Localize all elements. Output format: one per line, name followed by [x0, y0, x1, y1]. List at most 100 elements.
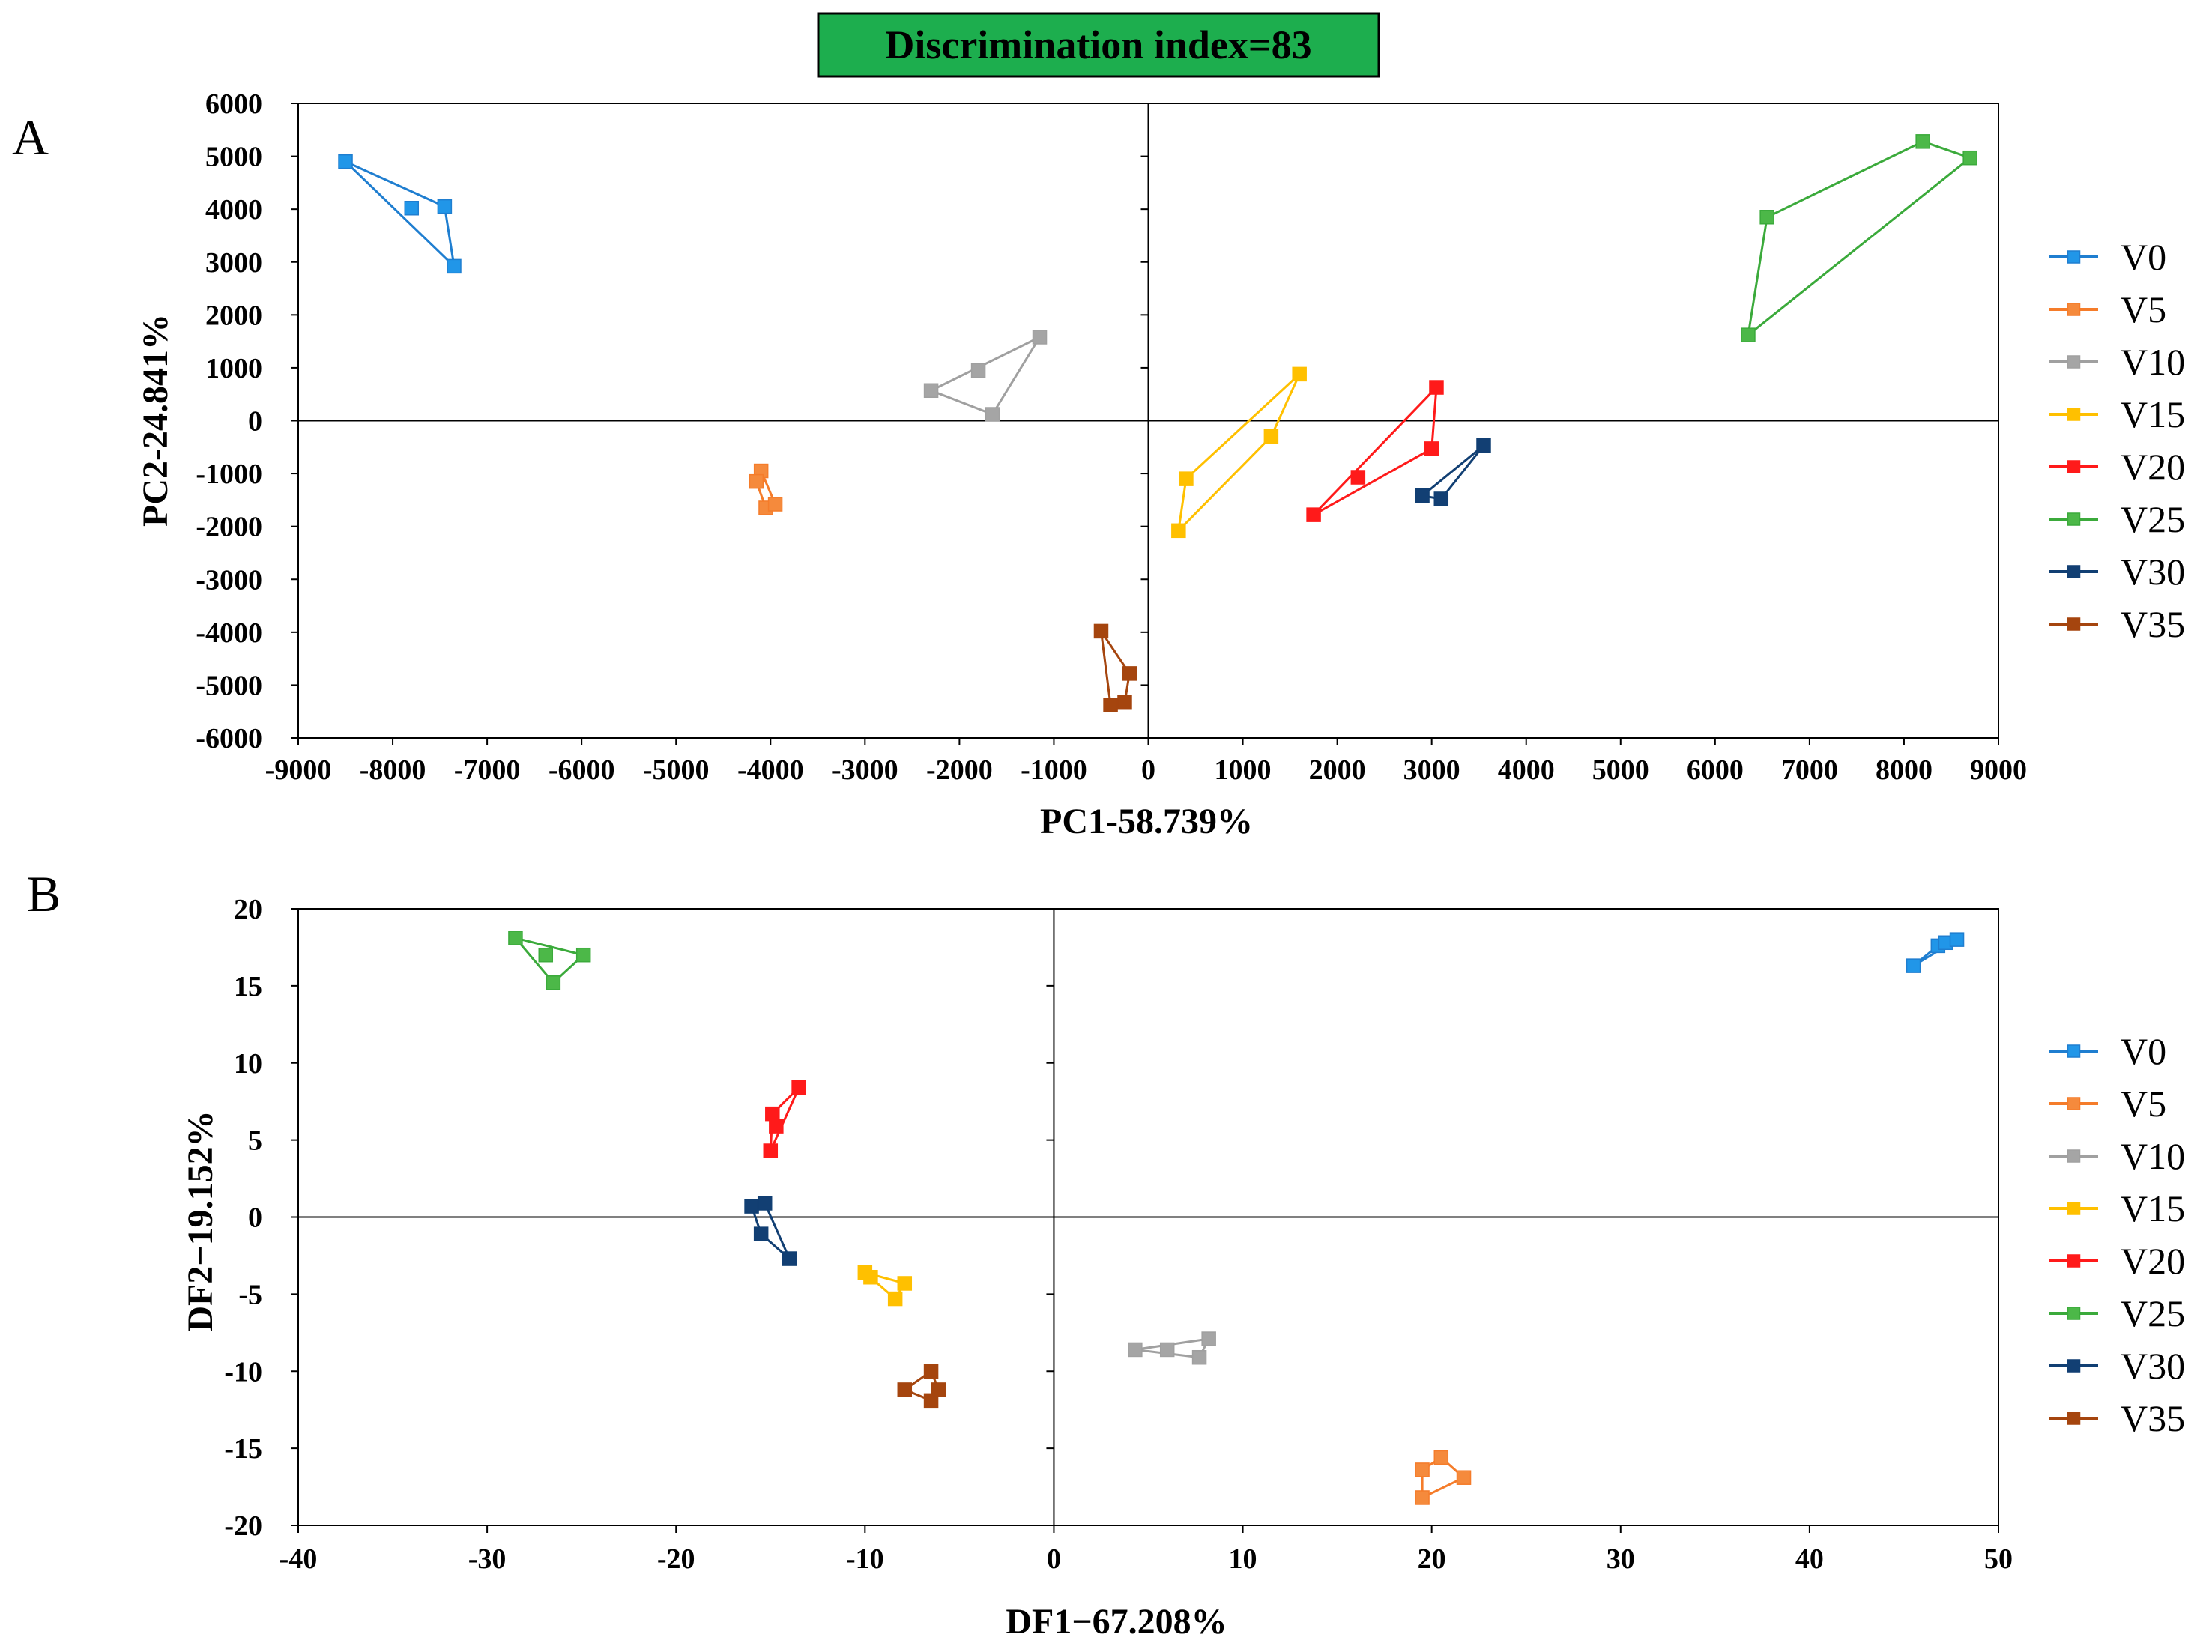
data-point-v25 [1915, 134, 1930, 149]
legend-swatch-marker [2067, 1412, 2081, 1425]
data-point-v30 [757, 1196, 773, 1211]
panel-a-x-axis-title: PC1-58.739% [1040, 802, 1253, 841]
data-point-v20 [1306, 507, 1321, 522]
series-v25 [508, 931, 591, 990]
legend-item-v35: V35 [2049, 1397, 2185, 1439]
series-v0 [1906, 932, 1965, 973]
x-tick-label: 2000 [1309, 754, 1366, 786]
y-tick-label: 5 [248, 1125, 262, 1157]
data-point-v15 [863, 1269, 878, 1285]
x-tick-label: -1000 [1021, 754, 1087, 786]
x-tick-label: 6000 [1687, 754, 1744, 786]
legend-label: V10 [2121, 1135, 2185, 1177]
series-v30 [1415, 438, 1491, 506]
y-tick-label: -4000 [196, 617, 262, 649]
data-point-v25 [1759, 210, 1774, 225]
data-point-v5 [1415, 1462, 1430, 1477]
panel-a-pca-chart: A -9000 -8000 -7000 -6000 -5000 -4000 -3000 -20… [12, 88, 2185, 841]
x-tick-label: -9000 [265, 754, 332, 786]
data-point-v0 [1949, 932, 1965, 947]
x-tick-label: -4000 [737, 754, 804, 786]
data-point-v35 [931, 1382, 946, 1397]
series-v35 [897, 1364, 946, 1409]
legend-item-v20: V20 [2049, 1240, 2185, 1282]
data-point-v30 [1415, 488, 1430, 503]
data-point-v10 [1201, 1331, 1216, 1346]
panel-b-x-axis-title: DF1−67.208% [1006, 1602, 1227, 1642]
legend-swatch-marker [2067, 303, 2081, 316]
panel-b-y-tick-labels: 20 15 10 5 0 -5 -10 -15 -20 [224, 894, 262, 1542]
legend-label: V0 [2121, 1030, 2166, 1072]
x-tick-label: 0 [1141, 754, 1155, 786]
legend-item-v25: V25 [2049, 1292, 2185, 1334]
series-v5 [749, 463, 783, 515]
y-tick-label: 5000 [205, 142, 262, 173]
data-point-v20 [1429, 380, 1444, 395]
legend-label: V20 [2121, 1240, 2185, 1282]
legend-label: V20 [2121, 446, 2185, 488]
x-tick-label: -20 [657, 1543, 695, 1575]
data-point-v30 [744, 1199, 759, 1214]
legend-label: V25 [2121, 1292, 2185, 1334]
series-v15 [857, 1265, 913, 1307]
legend-item-v35: V35 [2049, 603, 2185, 645]
x-tick-label: 0 [1047, 1543, 1061, 1575]
data-point-v25 [575, 947, 591, 963]
data-point-v10 [923, 383, 939, 399]
legend-label: V5 [2121, 288, 2166, 330]
data-point-v15 [1263, 429, 1279, 444]
data-point-v5 [1433, 1450, 1449, 1465]
series-v5 [1415, 1450, 1472, 1505]
x-tick-label: -8000 [360, 754, 426, 786]
legend-item-v10: V10 [2049, 341, 2185, 383]
series-v35 [1093, 623, 1137, 712]
series-v25 [1741, 134, 1977, 342]
panel-a-x-tick-labels: -9000 -8000 -7000 -6000 -5000 -4000 -3000 -2000… [265, 754, 2027, 786]
data-point-v15 [1292, 366, 1307, 382]
y-tick-label: 6000 [205, 88, 262, 120]
data-point-v0 [404, 201, 420, 216]
y-tick-label: -10 [224, 1356, 262, 1388]
x-tick-label: 7000 [1781, 754, 1838, 786]
data-point-v30 [1433, 491, 1449, 506]
x-tick-label: -6000 [549, 754, 615, 786]
data-point-v20 [1424, 441, 1439, 456]
x-tick-label: 9000 [1970, 754, 2027, 786]
x-tick-label: -7000 [454, 754, 521, 786]
data-point-v20 [1350, 470, 1366, 485]
y-tick-label: -3000 [196, 564, 262, 596]
banner-text: Discrimination index=83 [885, 22, 1311, 67]
legend-label: V5 [2121, 1083, 2166, 1125]
data-point-v25 [1741, 327, 1756, 342]
data-point-v25 [1962, 150, 1977, 166]
x-tick-label: -30 [468, 1543, 507, 1575]
legend-swatch-marker [2067, 355, 2081, 369]
data-point-v25 [538, 947, 554, 963]
y-tick-label: 2000 [205, 300, 262, 331]
series-outline-v15 [863, 1271, 906, 1300]
panel-b-legend: V0 V5 V10 V15 V20 V25 V30 V35 [2049, 1030, 2185, 1439]
legend-swatch-marker [2067, 617, 2081, 631]
y-tick-label: -6000 [196, 723, 262, 754]
y-tick-label: -20 [224, 1510, 262, 1542]
panel-a-y-tick-labels: 6000 5000 4000 3000 2000 1000 0 -1000 -2000 -3000… [196, 88, 262, 754]
x-tick-label: 20 [1418, 1543, 1446, 1575]
x-tick-label: 40 [1795, 1543, 1824, 1575]
discrimination-banner: Discrimination index=83 [817, 12, 1380, 78]
x-tick-label: 3000 [1403, 754, 1460, 786]
data-point-v15 [887, 1291, 903, 1307]
series-outline-v30 [1421, 444, 1485, 500]
legend-swatch-marker [2067, 1097, 2081, 1110]
legend-label: V35 [2121, 1397, 2185, 1439]
data-point-v5 [1456, 1470, 1472, 1485]
data-point-v35 [923, 1393, 939, 1409]
series-outline-v0 [344, 160, 456, 267]
legend-swatch-marker [2067, 565, 2081, 578]
legend-label: V15 [2121, 1187, 2185, 1229]
data-point-v35 [1122, 666, 1137, 681]
legend-label: V0 [2121, 236, 2166, 278]
panel-a-y-axis-title: PC2-24.841% [136, 314, 175, 527]
x-tick-label: 50 [1984, 1543, 2013, 1575]
legend-swatch-marker [2067, 408, 2081, 421]
